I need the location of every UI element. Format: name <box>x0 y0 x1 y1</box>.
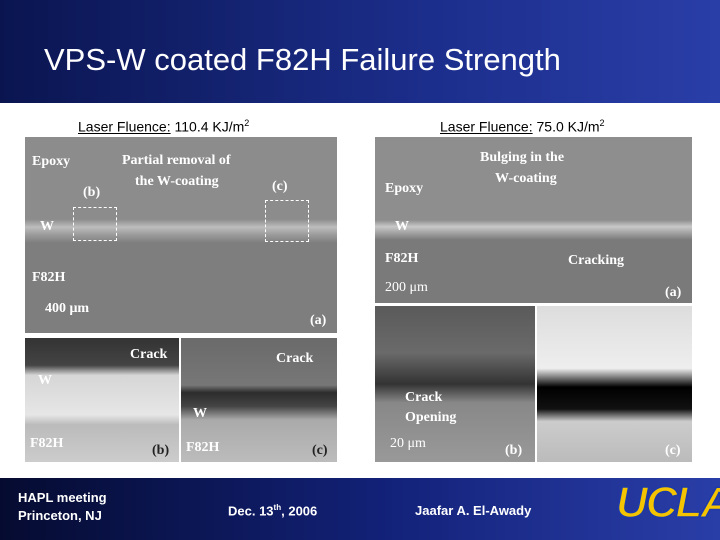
caption-label: Laser Fluence: <box>78 118 171 135</box>
image-label: F82H <box>186 440 220 455</box>
image-label: (c) <box>272 179 288 194</box>
caption-sup: 2 <box>599 118 605 128</box>
slide-title: VPS-W coated F82H Failure Strength <box>44 42 561 77</box>
image-label: Epoxy <box>32 154 71 169</box>
image-label: W <box>38 373 52 388</box>
footer-text: HAPL meeting <box>18 490 107 505</box>
image-label: F82H <box>30 436 64 451</box>
image-label: (c) <box>665 443 681 458</box>
image-label: Crack <box>130 347 168 362</box>
footer-author: Jaafar A. El-Awady <box>415 503 532 518</box>
header-band <box>0 0 720 103</box>
image-label: Cracking <box>568 253 624 268</box>
date-sup: th <box>273 503 282 512</box>
footer-text: Princeton, NJ <box>18 508 102 523</box>
image-label: W <box>193 406 207 421</box>
date-main: Dec. 13 <box>228 503 274 519</box>
image-label: 200 μm <box>385 280 428 295</box>
caption-value: 75.0 KJ/m <box>536 118 600 135</box>
image-label: W-coating <box>495 171 557 186</box>
caption-label: Laser Fluence: <box>440 118 533 135</box>
micrograph <box>375 306 535 462</box>
caption: Laser Fluence: 110.4 KJ/m2 <box>78 118 249 135</box>
micrograph <box>537 306 692 462</box>
image-label: F82H <box>385 251 419 266</box>
logo: UCLA <box>615 477 720 528</box>
image-label: F82H <box>32 270 66 285</box>
micrograph <box>25 137 337 333</box>
footer-band <box>0 478 720 540</box>
image-label: Bulging in the <box>480 150 565 165</box>
image-label: (a) <box>310 313 327 328</box>
image-label: 400 μm <box>45 301 90 316</box>
image-label: Partial removal of <box>122 153 231 168</box>
image-label: Crack <box>405 390 443 405</box>
micrograph <box>375 137 692 303</box>
image-label: (b) <box>83 185 101 200</box>
dashed-box <box>73 207 117 241</box>
image-label: Crack <box>276 351 314 366</box>
image-label: (a) <box>665 285 682 300</box>
date-rest: , 2006 <box>281 503 318 519</box>
micrograph <box>181 338 337 462</box>
footer-date: Dec. 13th, 2006 <box>228 503 317 518</box>
image-label: 20 μm <box>390 436 426 451</box>
caption: Laser Fluence: 75.0 KJ/m2 <box>440 118 605 135</box>
image-label: Epoxy <box>385 181 424 196</box>
image-label: (b) <box>152 443 170 458</box>
caption-sup: 2 <box>244 118 250 128</box>
image-label: (b) <box>505 443 523 458</box>
image-label: Opening <box>405 410 457 425</box>
micrograph <box>25 338 179 462</box>
image-label: (c) <box>312 443 328 458</box>
image-label: W <box>395 219 409 234</box>
image-label: the W-coating <box>135 174 219 189</box>
caption-value: 110.4 KJ/m <box>174 118 245 135</box>
image-label: W <box>40 219 54 234</box>
dashed-box <box>265 200 309 242</box>
